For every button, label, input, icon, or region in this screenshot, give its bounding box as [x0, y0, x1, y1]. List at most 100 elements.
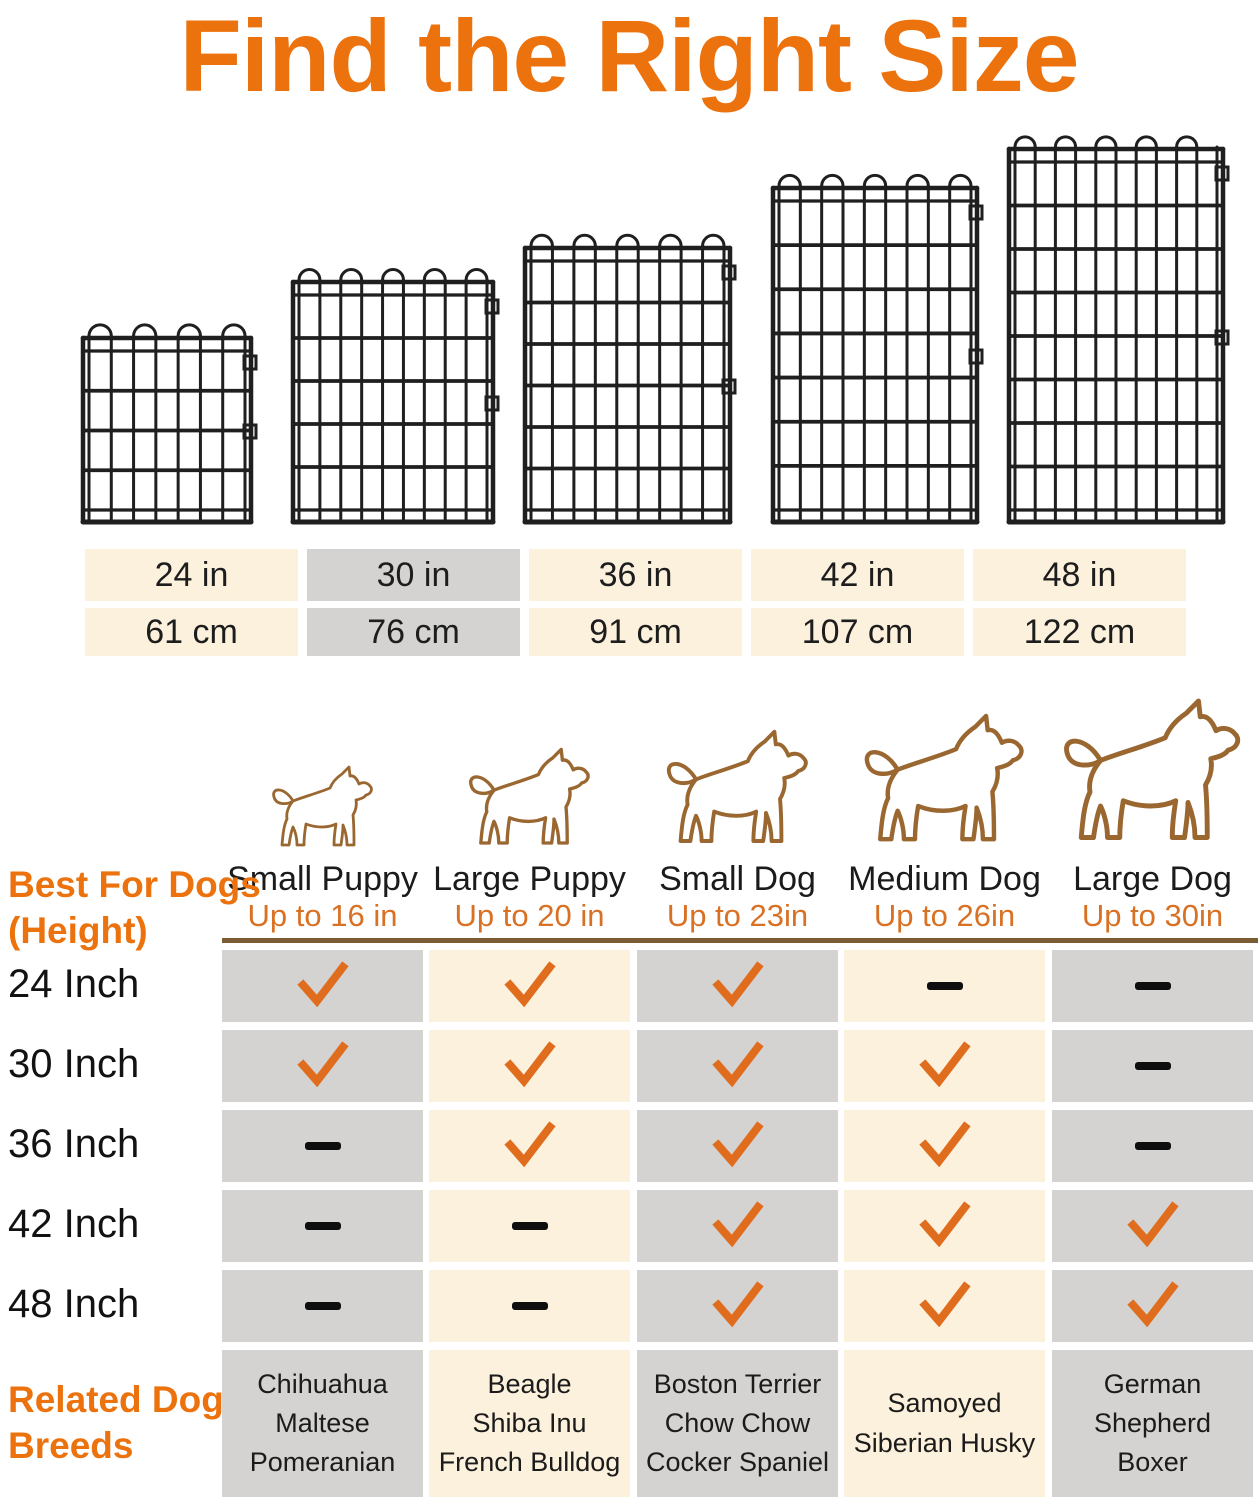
breed-name: Pomeranian — [249, 1447, 396, 1478]
dog-height-label-medium-dog: Up to 26in — [873, 898, 1016, 933]
dash-icon — [304, 1142, 341, 1150]
check-icon — [503, 1040, 556, 1092]
check-icon — [711, 1120, 764, 1172]
dash-icon — [511, 1222, 548, 1230]
matrix-cell-24-inch-medium-dog — [844, 950, 1045, 1022]
size-cell-in-48-in: 48 in — [973, 549, 1186, 601]
check-icon — [918, 1200, 971, 1252]
check-icon — [711, 1200, 764, 1252]
dash-icon — [1134, 1062, 1171, 1070]
size-cell-in-30-in: 30 in — [307, 549, 520, 601]
matrix-cell-24-inch-small-dog — [637, 950, 838, 1022]
breeds-cell-medium-dog: Samoyed Siberian Husky — [844, 1350, 1045, 1497]
dash-icon — [1134, 1142, 1171, 1150]
dash-icon — [1134, 982, 1171, 990]
breed-name: Maltese — [275, 1407, 370, 1438]
best-for-dogs-line2: (Height) — [8, 910, 148, 952]
size-cell-cm-61-cm: 61 cm — [85, 608, 298, 656]
check-icon — [918, 1120, 971, 1172]
size-cell-cm-122-cm: 122 cm — [973, 608, 1186, 656]
breed-name: French Bulldog — [438, 1447, 621, 1478]
check-icon — [918, 1280, 971, 1332]
check-icon — [503, 960, 556, 1012]
matrix-cell-42-inch-small-dog — [637, 1190, 838, 1262]
dog-type-label-large-dog: Large Dog — [1073, 860, 1232, 898]
wire-panel-36-in — [520, 232, 741, 528]
dog-height-label-large-dog: Up to 30in — [1081, 898, 1224, 933]
breed-name: Shepherd — [1093, 1407, 1212, 1438]
breeds-cell-large-dog: German Shepherd Boxer — [1052, 1350, 1253, 1497]
row-label-30-inch: 30 Inch — [8, 1042, 140, 1086]
breed-name: Chihuahua — [257, 1368, 388, 1399]
dog-type-label-small-puppy: Small Puppy — [227, 860, 418, 898]
wire-panel-42-in — [768, 172, 988, 528]
check-icon — [503, 1120, 556, 1172]
matrix-cell-48-inch-large-dog — [1052, 1270, 1253, 1342]
wire-panel-30-in — [288, 266, 504, 528]
size-cell-in-36-in: 36 in — [529, 549, 742, 601]
breed-name: Shiba Inu — [472, 1407, 587, 1438]
breed-name: Chow Chow — [664, 1407, 811, 1438]
breed-name: Siberian Husky — [853, 1427, 1036, 1458]
dog-type-label-small-dog: Small Dog — [659, 860, 816, 898]
dog-icon-large-puppy — [458, 735, 602, 855]
matrix-cell-42-inch-large-dog — [1052, 1190, 1253, 1262]
matrix-cell-36-inch-small-puppy — [222, 1110, 423, 1182]
dog-type-label-large-puppy: Large Puppy — [433, 860, 626, 898]
matrix-cell-24-inch-large-puppy — [429, 950, 630, 1022]
breed-name: Boxer — [1117, 1447, 1188, 1478]
matrix-cell-48-inch-small-puppy — [222, 1270, 423, 1342]
matrix-cell-30-inch-medium-dog — [844, 1030, 1045, 1102]
header-divider — [222, 938, 1258, 943]
dog-icon-medium-dog — [850, 697, 1040, 855]
matrix-cell-48-inch-small-dog — [637, 1270, 838, 1342]
size-cell-cm-76-cm: 76 cm — [307, 608, 520, 656]
matrix-cell-48-inch-medium-dog — [844, 1270, 1045, 1342]
check-icon — [1126, 1200, 1179, 1252]
check-icon — [1126, 1280, 1179, 1332]
size-cell-cm-91-cm: 91 cm — [529, 608, 742, 656]
size-cell-in-42-in: 42 in — [751, 549, 964, 601]
dog-height-label-small-puppy: Up to 16 in — [247, 898, 398, 933]
breed-name: Beagle — [487, 1368, 572, 1399]
matrix-cell-30-inch-large-puppy — [429, 1030, 630, 1102]
matrix-cell-42-inch-large-puppy — [429, 1190, 630, 1262]
size-cell-cm-107-cm: 107 cm — [751, 608, 964, 656]
dog-height-label-large-puppy: Up to 20 in — [454, 898, 605, 933]
breeds-cell-large-puppy: Beagle Shiba Inu French Bulldog — [429, 1350, 630, 1497]
breed-name: Boston Terrier — [653, 1368, 822, 1399]
dash-icon — [926, 982, 963, 990]
best-for-dogs-label: Best For Dogs (Height) — [8, 862, 261, 955]
dog-icon-small-dog — [654, 715, 822, 855]
matrix-cell-30-inch-small-puppy — [222, 1030, 423, 1102]
breed-name: Samoyed — [887, 1388, 1002, 1419]
best-for-dogs-line1: Best For Dogs — [8, 864, 261, 905]
breeds-cell-small-dog: Boston Terrier Chow Chow Cocker Spaniel — [637, 1350, 838, 1497]
dash-icon — [511, 1302, 548, 1310]
breeds-cell-small-puppy: Chihuahua Maltese Pomeranian — [222, 1350, 423, 1497]
check-icon — [711, 1040, 764, 1092]
wire-panel-24-in — [78, 322, 262, 528]
check-icon — [918, 1040, 971, 1092]
matrix-cell-30-inch-small-dog — [637, 1030, 838, 1102]
size-cell-in-24-in: 24 in — [85, 549, 298, 601]
dog-type-label-medium-dog: Medium Dog — [848, 860, 1041, 898]
wire-panel-48-in — [1004, 133, 1234, 528]
dog-height-label-small-dog: Up to 23in — [666, 898, 809, 933]
matrix-cell-42-inch-small-puppy — [222, 1190, 423, 1262]
dog-icon-small-puppy — [263, 755, 383, 855]
check-icon — [711, 1280, 764, 1332]
breed-name: Cocker Spaniel — [645, 1447, 830, 1478]
matrix-cell-36-inch-large-puppy — [429, 1110, 630, 1182]
row-label-36-inch: 36 Inch — [8, 1122, 140, 1166]
check-icon — [296, 960, 349, 1012]
matrix-cell-42-inch-medium-dog — [844, 1190, 1045, 1262]
matrix-cell-36-inch-large-dog — [1052, 1110, 1253, 1182]
related-breeds-line2: Breeds — [8, 1425, 134, 1467]
matrix-cell-24-inch-small-puppy — [222, 950, 423, 1022]
row-label-48-inch: 48 Inch — [8, 1282, 140, 1326]
matrix-cell-30-inch-large-dog — [1052, 1030, 1253, 1102]
related-breeds-line1: Related Dog — [8, 1379, 224, 1420]
breed-name: German — [1103, 1368, 1202, 1399]
page-title: Find the Right Size — [179, 0, 1080, 113]
